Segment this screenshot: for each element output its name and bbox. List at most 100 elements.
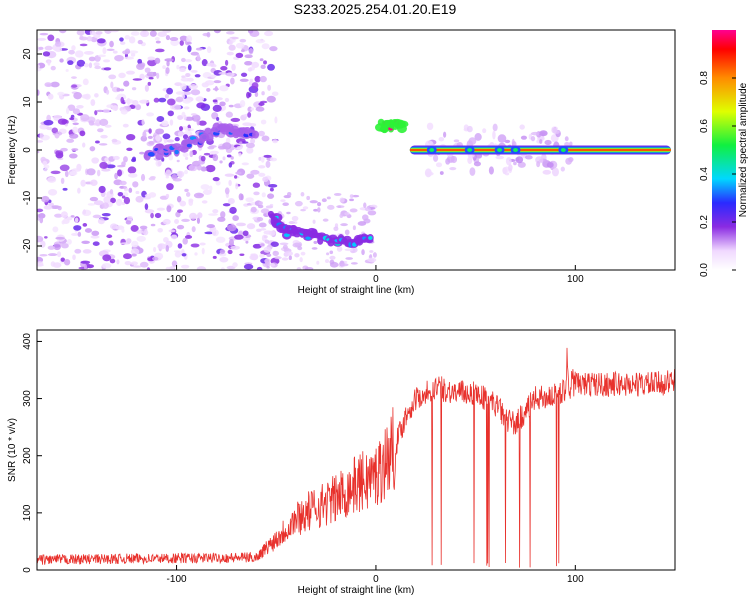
spectrogram-cell [84,228,93,233]
spectrogram-cell [208,213,219,216]
spectrogram-cell [265,160,271,168]
spectrogram-cell [219,85,229,92]
spectrogram-cell [352,225,356,231]
spectrogram-cell [144,193,151,198]
spectrogram-cell [72,108,81,115]
spectrogram-cell [118,72,126,79]
spectrogram-cell [70,215,75,218]
spectrogram-cell [280,199,286,203]
spectrogram-cell [262,176,269,183]
carrier-node [429,148,435,152]
spectrogram-cell [86,36,93,42]
spectrogram-cell [190,243,200,248]
spectrogram-peak [174,149,179,155]
spectrogram-cell [132,99,139,106]
spectrogram-cell [252,243,262,249]
spectrogram-cell [215,236,226,243]
spectrogram-cell [515,156,524,164]
spectrogram-cell [50,81,60,88]
spectrogram-cell [184,156,189,160]
spectrogram-cell [226,154,232,158]
spectrogram-cell [270,241,279,247]
spectrogram-cell [322,218,329,222]
spectrogram-cell [212,104,222,112]
spectrogram-cell [190,89,201,96]
spectrogram-cell [166,98,176,106]
spectrogram-cell [42,160,48,166]
spectrogram-cell [181,253,187,257]
spectrogram-cell [121,201,125,206]
spectrogram-cell [279,242,289,246]
spectrogram-cell [116,198,123,207]
spectrogram-cell [230,77,235,85]
spectrogram-cell [185,191,191,197]
spectrogram-cell [213,30,221,34]
spectrogram-cell [52,262,62,268]
spectrogram-cell [101,213,111,217]
spectrogram-cell [56,251,62,258]
spectrogram-cell [205,164,216,173]
spectrogram-cell [497,134,507,143]
spectrogram-cell [215,180,221,186]
spectrogram-cell [200,166,207,172]
spectrogram-cell [186,35,193,43]
spectrogram-cell [196,53,201,62]
spectrogram-cell [508,164,513,171]
spectrogram-cell [248,92,252,98]
spectrogram-cell [165,193,170,199]
spectrogram-cell [306,195,311,201]
spectrogram-cell [435,162,443,168]
spectrogram-cell [126,147,133,151]
spectrogram-cell [188,198,194,203]
x-tick-label: 100 [567,574,584,585]
spectrogram-cell [116,164,126,168]
spectrogram-cell [61,220,65,225]
spectrogram-cell [190,113,197,116]
spectrogram-cell [39,132,44,140]
spectrogram-cell [235,182,239,190]
spectrogram-cell [83,264,88,270]
spectrogram-cell [59,30,67,34]
spectrogram-cell [170,234,178,240]
spectrogram-cell [248,48,254,55]
spectrogram-cell [339,197,345,203]
spectrogram-cell [261,192,266,198]
spectrogram-cell [65,69,69,72]
spectrogram-cell [313,208,318,212]
spectrogram-cell [316,260,320,265]
spectrogram-cell [39,216,44,224]
spectrogram-cell [224,97,230,103]
spectrogram-cell [90,179,98,187]
spectrogram-cell [94,93,99,98]
spectrogram-cell [71,233,79,236]
spectrogram-cell [148,140,155,145]
spectrogram-cell [469,167,476,176]
spectrogram-cell [225,111,233,118]
spectrogram-cell [250,138,256,144]
spectrogram-cell [184,59,193,63]
spectrogram-cell [183,114,187,121]
y-tick-label: 200 [22,447,33,464]
spectrogram-cell [122,123,129,128]
spectrogram-cell [137,39,143,45]
spectrogram-cell [536,161,541,168]
spectrogram-cell [212,209,219,214]
spectrogram-cell [157,161,162,167]
spectrogram-cell [55,150,64,156]
spectrogram-cell [228,162,233,168]
spectrogram-cell [109,258,116,264]
spectrogram-cell [220,211,226,219]
spectrogram-cell [245,197,254,203]
spectrogram-cell [267,193,275,199]
y-tick-label: 400 [22,333,33,350]
spectrogram-cell [47,93,54,100]
spectrogram-cell [174,82,182,87]
spectrogram-cell [236,145,243,150]
spectrogram-cell [126,97,131,106]
spectrogram-cell [530,131,540,136]
spectrogram-cell [150,176,156,179]
spectrogram-cell [198,120,207,126]
spectrogram-cell [466,125,473,133]
spectrogram-cell [157,228,163,233]
